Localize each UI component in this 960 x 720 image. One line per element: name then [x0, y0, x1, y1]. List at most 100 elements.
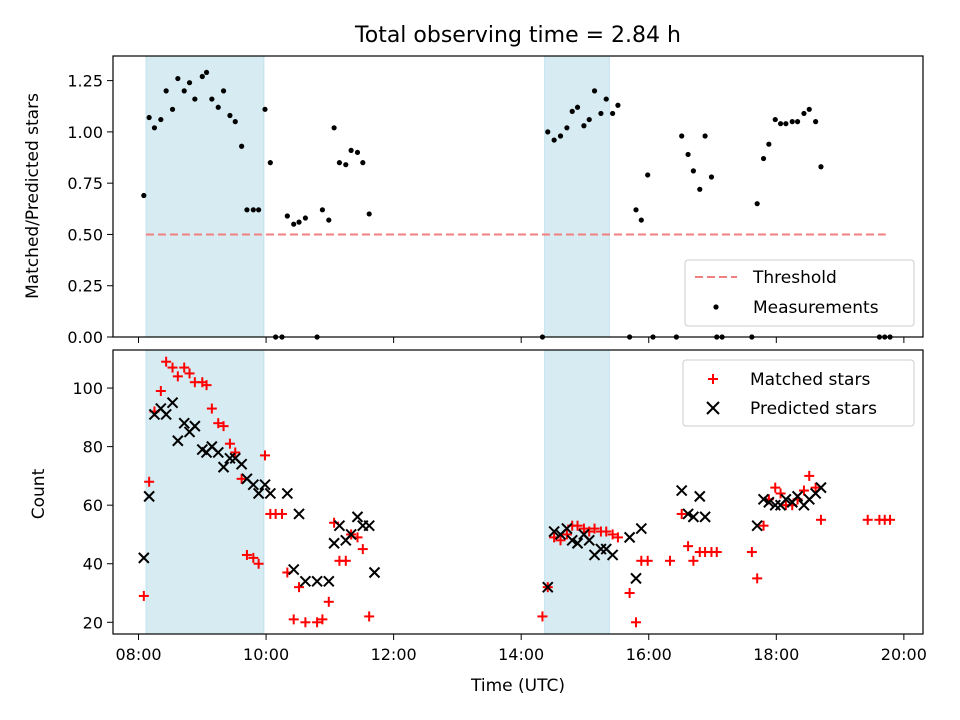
predicted-star-point	[311, 575, 323, 588]
matched-star-point	[248, 552, 259, 563]
measurement-point	[569, 108, 575, 114]
measurement-point	[186, 80, 193, 86]
bottom-y-tick-label: 20	[83, 613, 103, 632]
measurement-point	[262, 106, 268, 112]
measurement-point	[564, 125, 570, 131]
x-tick-label: 16:00	[626, 645, 672, 664]
top-y-tick-label: 1.00	[67, 123, 103, 142]
bottom-shaded-interval	[544, 349, 610, 635]
matched-star-point	[184, 368, 195, 379]
measurement-point	[175, 75, 181, 82]
measurement-point	[244, 207, 250, 213]
measurement-point	[141, 192, 147, 199]
predicted-star-point	[138, 552, 150, 564]
legend-box	[682, 359, 915, 427]
predicted-star-point	[763, 496, 775, 508]
top-y-tick-label: 0.50	[67, 225, 103, 244]
matched-star-point	[612, 532, 623, 543]
predicted-star-point	[606, 549, 619, 561]
predicted-star-point	[623, 531, 636, 544]
measurement-point	[326, 217, 332, 223]
predicted-star-point	[583, 534, 595, 547]
matched-star-point	[312, 617, 323, 628]
matched-star-point	[167, 362, 178, 373]
x-tick-label: 18:00	[753, 645, 799, 664]
matched-star-point	[711, 547, 722, 558]
predicted-star-point	[542, 581, 554, 593]
measurement-point	[545, 129, 551, 135]
legend-box	[684, 259, 915, 327]
x-tick-label: 08:00	[115, 645, 161, 664]
measurement-point	[151, 125, 158, 131]
top-plot-frame	[112, 55, 924, 338]
predicted-star-point	[323, 575, 335, 588]
chart-title: Total observing time = 2.84 h	[354, 23, 681, 48]
matched-star-point	[578, 523, 589, 534]
measurement-point	[267, 160, 273, 166]
matched-star-point	[155, 385, 166, 396]
measurement-point	[766, 141, 772, 147]
measurement-point	[598, 110, 604, 117]
measurement-point	[638, 217, 644, 223]
measurement-point	[645, 172, 651, 178]
predicted-star-point	[288, 563, 300, 576]
matched-star-point	[201, 380, 212, 391]
matched-star-point	[746, 547, 757, 558]
measurement-point	[199, 73, 205, 80]
predicted-star-point	[293, 508, 305, 520]
predicted-star-point	[699, 511, 711, 523]
top-panel: 0.00 0.25 0.50 0.75 1.00 1.25 Threshold Measure…	[67, 55, 924, 347]
predicted-star-point	[780, 493, 792, 506]
top-shaded-interval	[544, 55, 610, 338]
bottom-panel: 20 40 60 80 100 08:00 10:00 12:00 14:00 16:00 18:0…	[72, 349, 927, 664]
predicted-star-point	[235, 458, 248, 470]
predicted-star-point	[299, 575, 312, 588]
legend-measurements-label: Measurements	[753, 298, 879, 318]
bottom-plot-frame	[112, 349, 924, 635]
matched-star-point	[213, 418, 224, 429]
measurement-point	[366, 211, 372, 217]
matched-star-point	[624, 588, 635, 599]
predicted-star-point	[264, 487, 277, 500]
predicted-star-point	[635, 522, 648, 535]
matched-star-point	[294, 582, 305, 593]
measurement-point	[354, 149, 361, 156]
measurement-point	[697, 186, 703, 192]
matched-star-point	[224, 438, 235, 449]
matched-star-point	[277, 508, 288, 519]
measurement-point	[302, 215, 309, 221]
predicted-star-point	[172, 435, 184, 447]
predicted-star-point	[143, 490, 155, 503]
measurement-point	[818, 164, 824, 170]
measurement-point	[783, 121, 789, 127]
measurement-point	[574, 104, 581, 110]
measurement-point	[215, 104, 221, 110]
matched-star-point	[340, 555, 351, 566]
measurement-point	[343, 162, 349, 168]
measurement-point	[284, 213, 290, 219]
predicted-star-point	[630, 572, 642, 585]
matched-star-point	[572, 520, 583, 531]
measurement-point	[169, 106, 176, 112]
measurement-point	[801, 110, 807, 117]
predicted-star-point	[345, 528, 357, 541]
predicted-star-point	[561, 522, 573, 535]
measurement-point	[794, 119, 801, 125]
predicted-star-point	[687, 511, 700, 523]
measurement-point	[581, 123, 587, 129]
predicted-star-point	[363, 519, 375, 532]
measurement-point	[232, 119, 238, 125]
bottom-legend: Matched stars Predicted stars	[682, 359, 915, 427]
measurement-point	[610, 110, 616, 117]
predicted-star-point	[189, 420, 201, 432]
matched-star-point	[236, 473, 247, 484]
bottom-y-tick-label: 80	[83, 438, 103, 457]
matched-star-point	[804, 470, 815, 481]
x-tick-label: 12:00	[371, 645, 417, 664]
matched-star-point	[798, 485, 809, 496]
matched-star-point	[161, 356, 172, 367]
x-tick-label: 10:00	[243, 645, 289, 664]
predicted-star-point	[757, 493, 770, 506]
top-y-tick-label: 0.00	[67, 328, 103, 347]
